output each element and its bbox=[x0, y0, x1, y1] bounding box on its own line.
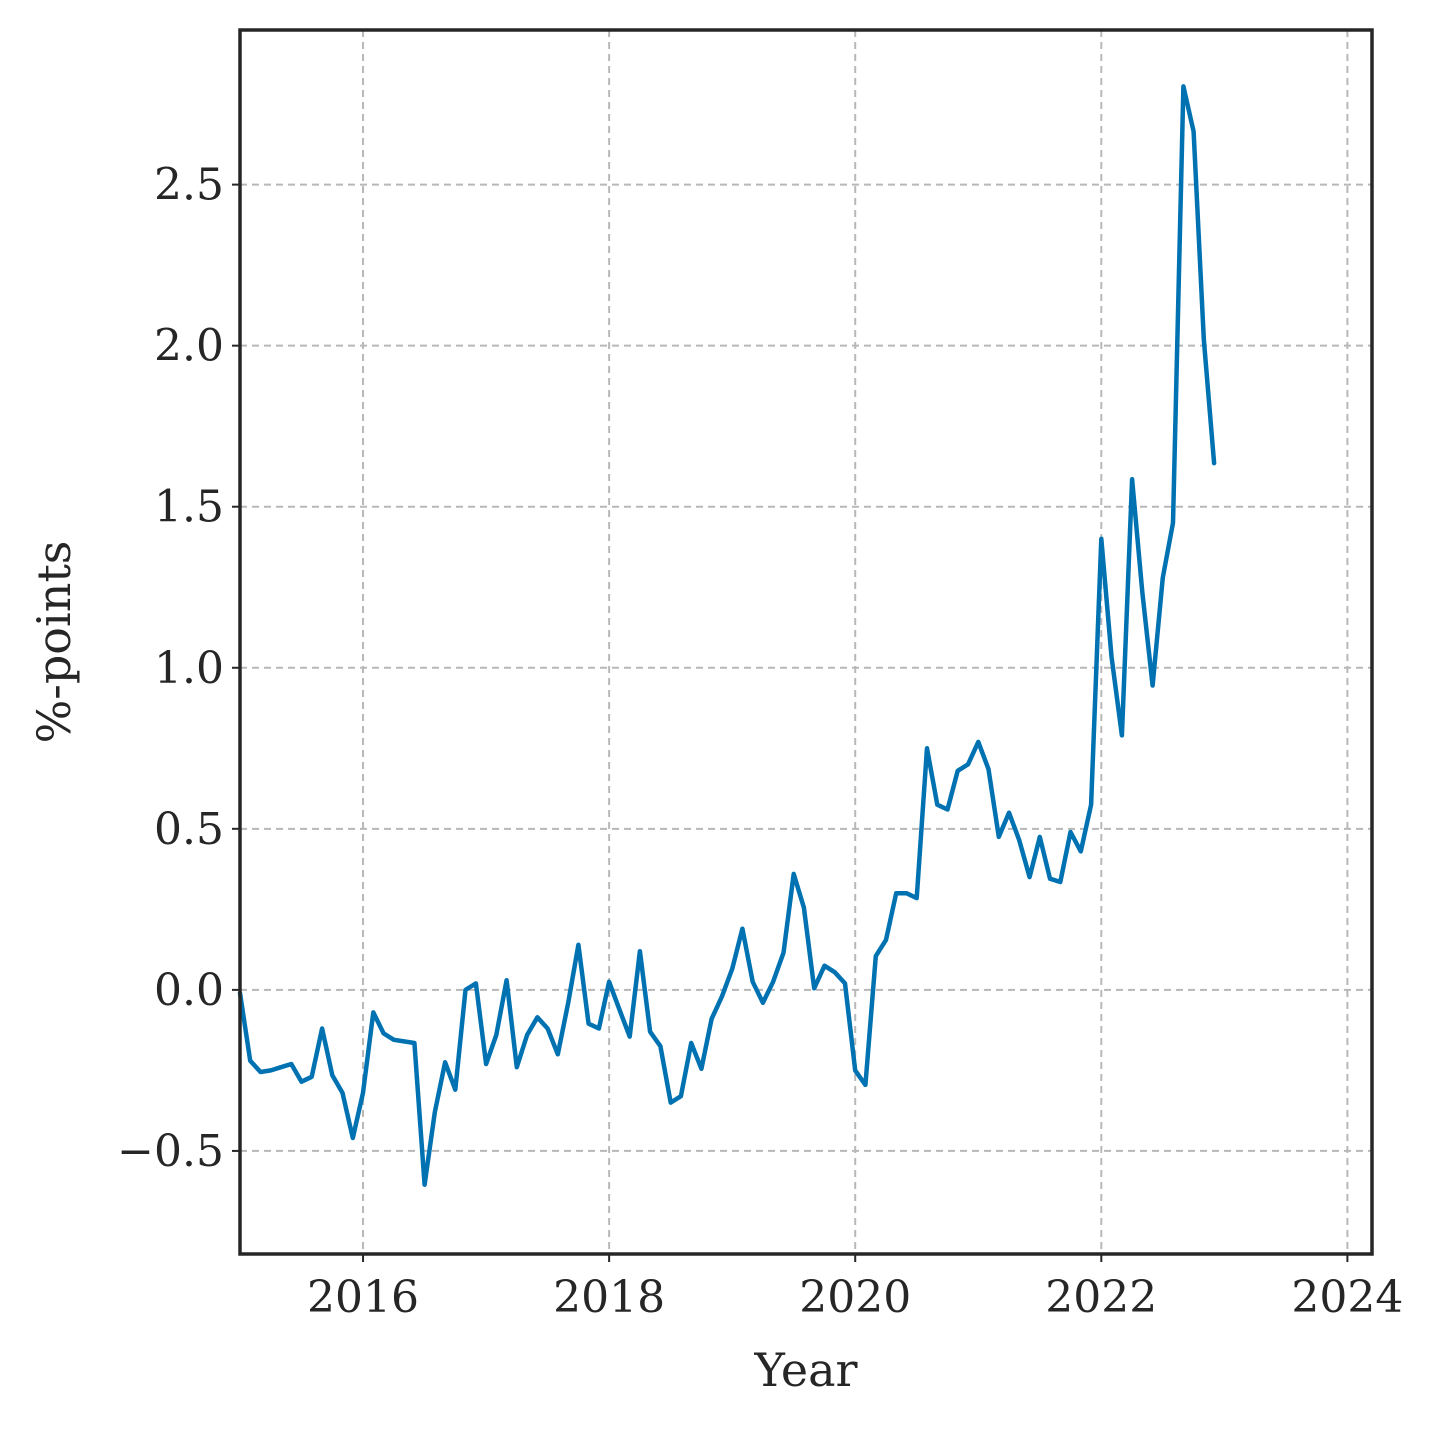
x-axis-title: Year bbox=[753, 1343, 857, 1397]
y-axis-ticks: −0.5 0.0 0.5 1.0 1.5 2.0 2.5 bbox=[117, 160, 240, 1177]
x-axis-ticks: 2016 2018 2020 2022 2024 bbox=[307, 1254, 1403, 1323]
y-tick-label: 2.5 bbox=[154, 160, 224, 211]
y-tick-label: 2.0 bbox=[154, 321, 224, 372]
y-tick-label: 0.0 bbox=[154, 965, 224, 1016]
x-tick-label: 2022 bbox=[1045, 1272, 1157, 1323]
x-tick-label: 2020 bbox=[799, 1272, 911, 1323]
y-axis-title: %-points bbox=[27, 541, 81, 744]
y-tick-label: 1.0 bbox=[154, 643, 224, 694]
series-layer bbox=[237, 84, 1217, 1187]
series-line bbox=[237, 84, 1217, 1187]
y-tick-label: 1.5 bbox=[154, 482, 224, 533]
plot-frame bbox=[238, 28, 1374, 1256]
x-tick-label: 2024 bbox=[1291, 1272, 1403, 1323]
x-tick-label: 2018 bbox=[553, 1272, 665, 1323]
y-tick-label: −0.5 bbox=[117, 1126, 224, 1177]
grid bbox=[240, 30, 1372, 1254]
y-tick-label: 0.5 bbox=[154, 804, 224, 855]
x-tick-label: 2016 bbox=[307, 1272, 419, 1323]
